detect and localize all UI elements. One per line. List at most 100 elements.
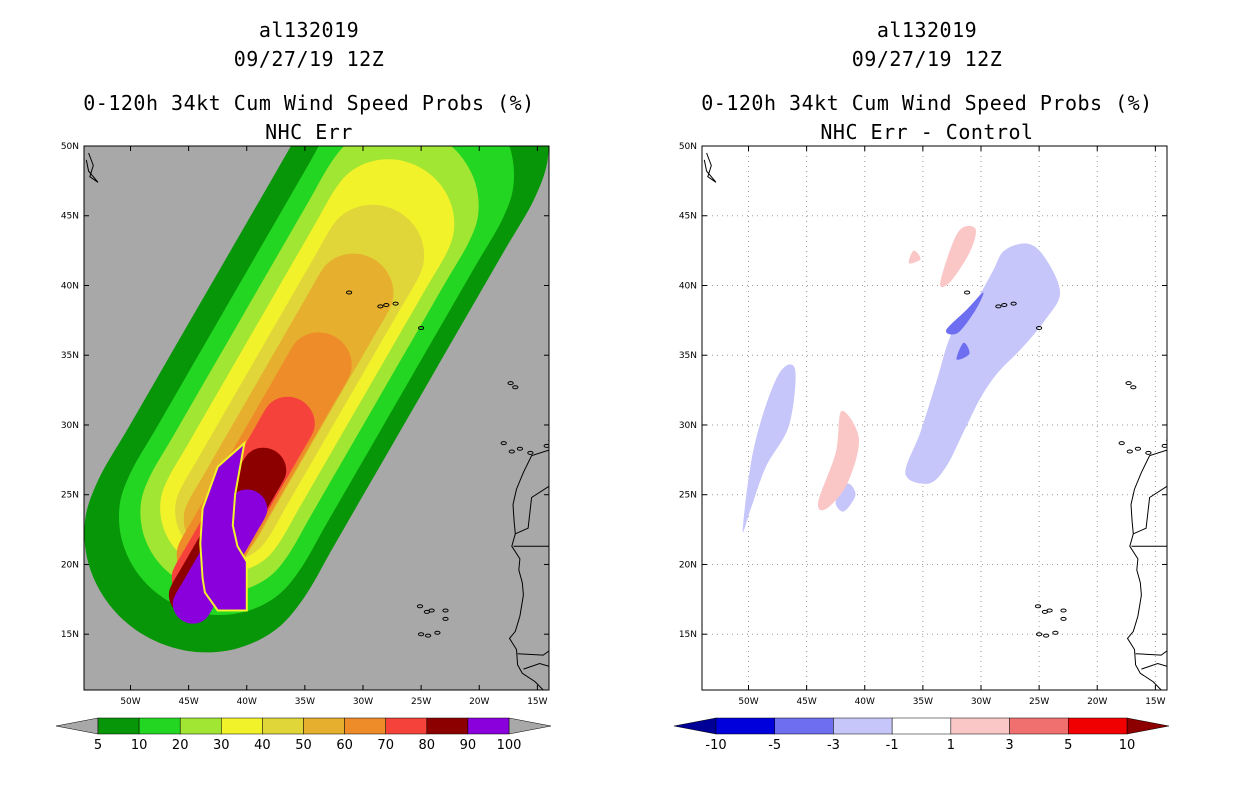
right-colorbar-swatch — [715, 717, 775, 735]
left-africa-coastline — [508, 449, 549, 690]
right-lon-tick-label: 30W — [971, 697, 991, 707]
anomaly-region — [905, 243, 1061, 484]
right-chart-panel: 15N 20N 25N 30N 35N 40N 45N 50N 50W 45W 40W 35W 30W 2… — [618, 0, 1236, 800]
left-lat-tick-label: 50N — [61, 142, 79, 152]
right-colorbar-swatch — [891, 717, 952, 735]
left-chart-panel: 15N 20N 25N 30N 35N 40N 45N 50N 50W 45W 40W 35W 30W 2… — [55, 18, 552, 753]
right-island — [1125, 381, 1132, 386]
right-lat-tick-label: 30N — [679, 421, 697, 431]
right-colorbar-label: -1 — [886, 738, 899, 753]
left-island — [383, 303, 390, 307]
right-island — [1118, 441, 1125, 446]
left-island — [543, 443, 549, 448]
right-colorbar-swatch — [774, 717, 834, 735]
left-island — [442, 616, 449, 621]
right-island — [1145, 450, 1152, 455]
left-colorbar-swatch — [138, 717, 181, 735]
left-colorbar-swatch — [97, 717, 140, 735]
left-colorbar-label: 50 — [295, 738, 312, 753]
right-lon-tick-label: 40W — [855, 697, 875, 707]
left-lat-tick-label: 40N — [61, 281, 79, 291]
anomaly-region — [945, 292, 984, 335]
left-lat-tick-label: 25N — [61, 491, 79, 501]
right-border-line-4 — [1135, 650, 1167, 656]
left-island — [377, 304, 384, 309]
left-lon-tick-label: 35W — [295, 697, 315, 707]
left-colorbar-label: 5 — [94, 738, 102, 753]
left-border-line-4 — [517, 650, 549, 656]
left-date: 09/27/19 12Z — [233, 47, 385, 71]
left-newfoundland-coast — [85, 152, 99, 183]
left-lat-tick-label: 15N — [61, 630, 79, 640]
right-island — [1060, 616, 1067, 621]
left-colorbar-low-end — [55, 717, 99, 735]
right-lat-tick-label: 45N — [679, 212, 697, 222]
left-plot-frame — [83, 145, 550, 691]
right-border-line-3 — [1141, 662, 1167, 670]
left-lat-tick-label: 20N — [61, 560, 79, 570]
left-colorbar-high-end — [508, 717, 552, 735]
right-colorbar-label: 3 — [1005, 738, 1013, 753]
left-lon-tick-label: 25W — [411, 697, 431, 707]
right-island — [1134, 446, 1142, 451]
right-lon-tick-label: 50W — [738, 697, 758, 707]
right-colorbar-swatch — [833, 717, 893, 735]
left-island — [434, 630, 441, 635]
right-colorbar-high-end — [1126, 717, 1170, 735]
right-island — [1130, 385, 1137, 390]
right-lat-tick-label: 40N — [679, 281, 697, 291]
right-plot-frame — [701, 145, 1168, 691]
right-island — [1046, 608, 1053, 613]
left-island — [508, 449, 515, 454]
right-colorbar-label: 10 — [1119, 738, 1136, 753]
right-island — [1052, 630, 1059, 635]
left-island — [418, 326, 425, 330]
left-lon-tick-label: 50W — [120, 697, 140, 707]
left-title: 0-120h 34kt Cum Wind Speed Probs (%) — [83, 91, 535, 115]
left-colorbar-swatch — [385, 717, 428, 735]
right-colorbar-label: -5 — [768, 738, 781, 753]
left-colorbar-label: 40 — [254, 738, 271, 753]
left-colorbar-swatch — [179, 717, 222, 735]
left-lat-tick-label: 35N — [61, 351, 79, 361]
right-chart-svg: 15N 20N 25N 30N 35N 40N 45N 50N 50W 45W 40W 35W 30W 2… — [673, 142, 1170, 753]
left-colorbar-label: 100 — [497, 738, 522, 753]
left-lon-tick-label: 40W — [237, 697, 257, 707]
right-island — [1034, 604, 1042, 609]
left-lon-tick-label: 30W — [353, 697, 373, 707]
left-colorbar-label: 80 — [419, 738, 436, 753]
anomaly-region — [817, 410, 859, 511]
left-chart-svg: 15N 20N 25N 30N 35N 40N 45N 50N 50W 45W 40W 35W 30W 2… — [55, 142, 552, 753]
left-island — [416, 604, 424, 609]
right-colorbar-low-end — [673, 717, 717, 735]
left-lon-tick-label: 20W — [469, 697, 489, 707]
left-colorbar-label: 10 — [131, 738, 148, 753]
left-subtitle: NHC Err — [265, 120, 353, 144]
left-colorbar-label: 70 — [377, 738, 394, 753]
anomaly-region — [956, 342, 970, 360]
left-lat-tick-label: 30N — [61, 421, 79, 431]
right-subtitle: NHC Err - Control — [820, 120, 1034, 144]
left-island — [527, 450, 534, 455]
left-island — [500, 441, 507, 446]
left-island — [428, 608, 435, 613]
right-island — [1161, 443, 1167, 448]
left-island — [418, 632, 425, 637]
right-colorbar-label: 1 — [947, 738, 955, 753]
right-lat-tick-label: 20N — [679, 560, 697, 570]
right-island — [964, 290, 971, 295]
left-lat-tick-label: 45N — [61, 212, 79, 222]
right-colorbar-label: 5 — [1064, 738, 1072, 753]
left-lon-tick-label: 15W — [527, 697, 547, 707]
right-island — [1001, 303, 1008, 307]
left-border-line-3 — [523, 662, 549, 670]
right-island — [1010, 301, 1017, 306]
left-colorbar-swatch — [344, 717, 386, 735]
left-colorbar-swatch — [303, 717, 345, 735]
right-lon-tick-label: 45W — [796, 697, 816, 707]
anomaly-region — [908, 250, 921, 264]
left-island — [516, 446, 524, 451]
left-island — [392, 301, 399, 306]
left-island — [507, 381, 514, 386]
right-lon-tick-label: 25W — [1029, 697, 1049, 707]
